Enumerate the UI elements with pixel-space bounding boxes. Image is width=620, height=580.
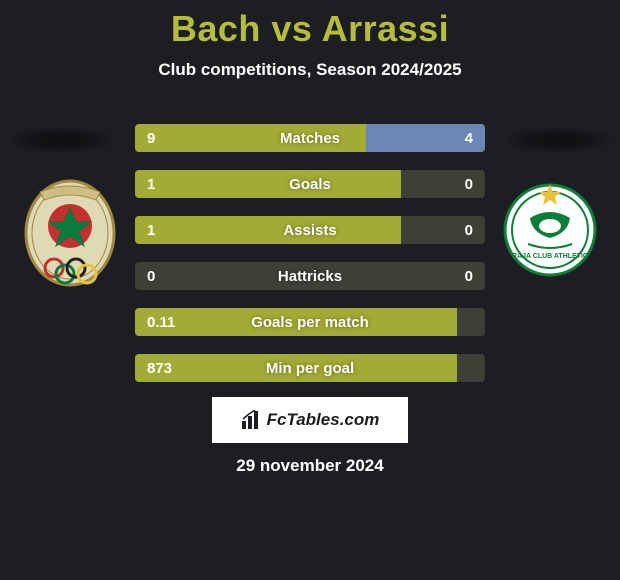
crest-right-svg: RAJA CLUB ATHLETIC [500, 178, 600, 278]
player-shadow-left [6, 126, 116, 154]
stat-value-right: 0 [465, 262, 473, 290]
stat-value-left: 1 [147, 216, 155, 244]
team-crest-left [20, 178, 120, 308]
player-shadow-right [504, 126, 614, 154]
branding-badge: FcTables.com [210, 395, 410, 445]
stat-row: Matches9 4 [135, 124, 485, 152]
branding-text: FcTables.com [267, 410, 380, 430]
stat-value-left: 0 [147, 262, 155, 290]
date-text: 29 november 2024 [0, 456, 620, 476]
stat-row: Goals1 0 [135, 170, 485, 198]
stat-label: Goals [135, 170, 485, 198]
svg-text:RAJA CLUB ATHLETIC: RAJA CLUB ATHLETIC [512, 253, 588, 260]
stat-value-left: 9 [147, 124, 155, 152]
stat-value-right: 0 [465, 170, 473, 198]
stats-container: Matches94Goals10Assists10Hattricks00Goal… [135, 124, 485, 400]
stat-value-left: 873 [147, 354, 172, 382]
stat-label: Hattricks [135, 262, 485, 290]
stat-label: Goals per match [135, 308, 485, 336]
stat-label: Min per goal [135, 354, 485, 382]
stat-value-left: 1 [147, 170, 155, 198]
stat-row: Assists1 0 [135, 216, 485, 244]
subtitle: Club competitions, Season 2024/2025 [0, 60, 620, 80]
stat-row: Hattricks0 0 [135, 262, 485, 290]
stat-row: Goals per match0.11 [135, 308, 485, 336]
team-crest-right: RAJA CLUB ATHLETIC [500, 178, 600, 278]
stat-value-right: 4 [465, 124, 473, 152]
page-title: Bach vs Arrassi [0, 0, 620, 50]
chart-icon [241, 410, 261, 430]
stat-label: Matches [135, 124, 485, 152]
crest-left-svg [20, 178, 120, 308]
stat-value-left: 0.11 [147, 308, 175, 336]
stat-label: Assists [135, 216, 485, 244]
stat-row: Min per goal873 [135, 354, 485, 382]
stat-value-right: 0 [465, 216, 473, 244]
